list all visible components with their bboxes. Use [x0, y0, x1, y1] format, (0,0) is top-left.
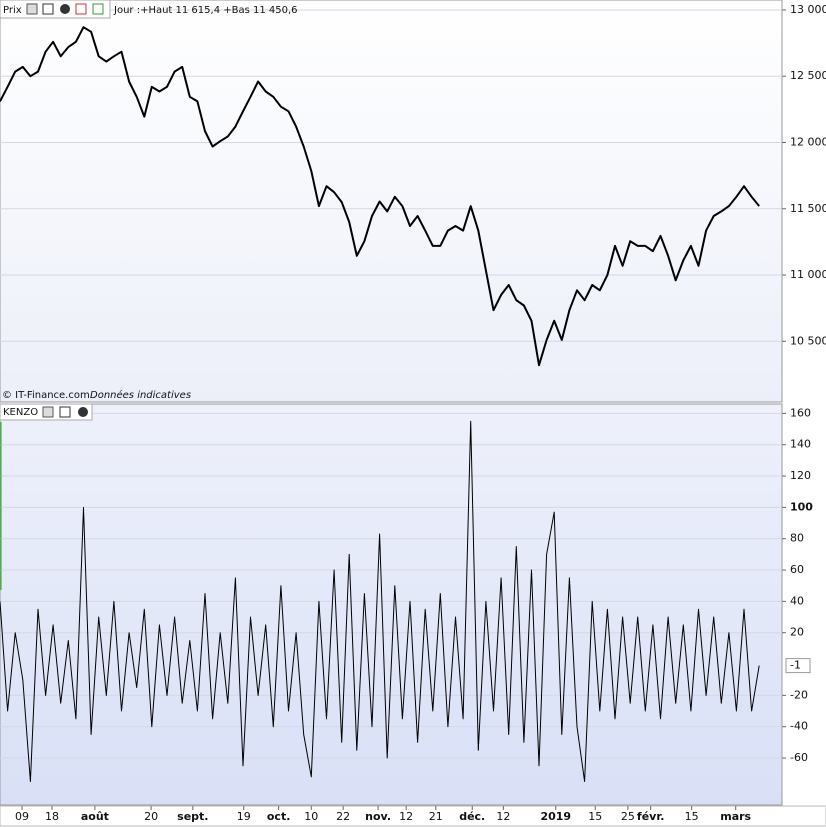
- x-tick-label: sept.: [177, 810, 208, 823]
- tool-icon[interactable]: [26, 3, 38, 15]
- y-tick-label: 140: [790, 438, 811, 451]
- y-tick-label: 12 500: [790, 69, 826, 82]
- y-tick-label: 11 500: [790, 202, 826, 215]
- y-tick-label: 60: [790, 563, 804, 576]
- window-icon[interactable]: [59, 406, 71, 418]
- y-tick-label: 10 500: [790, 334, 826, 347]
- x-tick-label: déc.: [459, 810, 485, 823]
- x-tick-label: 2019: [540, 810, 571, 823]
- x-tick-label: 10: [304, 810, 318, 823]
- x-tick-label: 21: [429, 810, 443, 823]
- x-tick-label: août: [81, 810, 109, 823]
- close-icon[interactable]: [78, 407, 88, 417]
- x-tick-label: oct.: [267, 810, 291, 823]
- y-tick-label: 40: [790, 594, 804, 607]
- last-value-label: -1: [790, 659, 801, 672]
- note: Données indicatives: [90, 389, 191, 401]
- panel-subtitle: Jour :+Haut 11 615,4 +Bas 11 450,6: [113, 5, 298, 16]
- y-tick-label: 120: [790, 469, 811, 482]
- x-tick-label: 19: [237, 810, 251, 823]
- panel-title: Prix: [3, 5, 22, 16]
- y-tick-label: 12 000: [790, 135, 826, 148]
- x-tick-label: 20: [144, 810, 158, 823]
- y-tick-label: 13 000: [790, 3, 826, 16]
- series-line: [0, 26, 760, 367]
- x-tick-label: 15: [588, 810, 602, 823]
- y-tick-label: -20: [790, 688, 808, 701]
- x-tick-label: 18: [45, 810, 59, 823]
- x-tick-label: 15: [685, 810, 699, 823]
- down-icon[interactable]: [75, 3, 87, 15]
- y-tick-label: -60: [790, 751, 808, 764]
- y-tick-label: 100: [790, 500, 813, 513]
- source: © IT-Finance.com: [2, 390, 90, 401]
- price-panel: [0, 0, 783, 403]
- x-tick-label: 09: [15, 810, 29, 823]
- x-tick-label: 22: [336, 810, 350, 823]
- y-tick-label: 80: [790, 532, 804, 545]
- x-tick-label: mars: [720, 810, 751, 823]
- y-tick-label: 20: [790, 626, 804, 639]
- series-line: [0, 420, 760, 782]
- x-tick-label: févr.: [637, 810, 664, 823]
- up-icon[interactable]: [92, 3, 104, 15]
- tool-icon[interactable]: [42, 406, 54, 418]
- close-icon[interactable]: [60, 4, 70, 14]
- osc-panel: [0, 403, 783, 806]
- y-tick-label: 11 000: [790, 268, 826, 281]
- x-tick-label: 12: [399, 810, 413, 823]
- window-icon[interactable]: [42, 3, 54, 15]
- y-tick-label: -40: [790, 720, 808, 733]
- x-tick-label: 25: [621, 810, 635, 823]
- x-tick-label: 12: [496, 810, 510, 823]
- x-tick-label: nov.: [365, 810, 391, 823]
- x-axis-band: [0, 805, 826, 827]
- y-tick-label: 160: [790, 406, 811, 419]
- panel-title: KENZO: [3, 407, 38, 418]
- last-value-box: [785, 658, 811, 674]
